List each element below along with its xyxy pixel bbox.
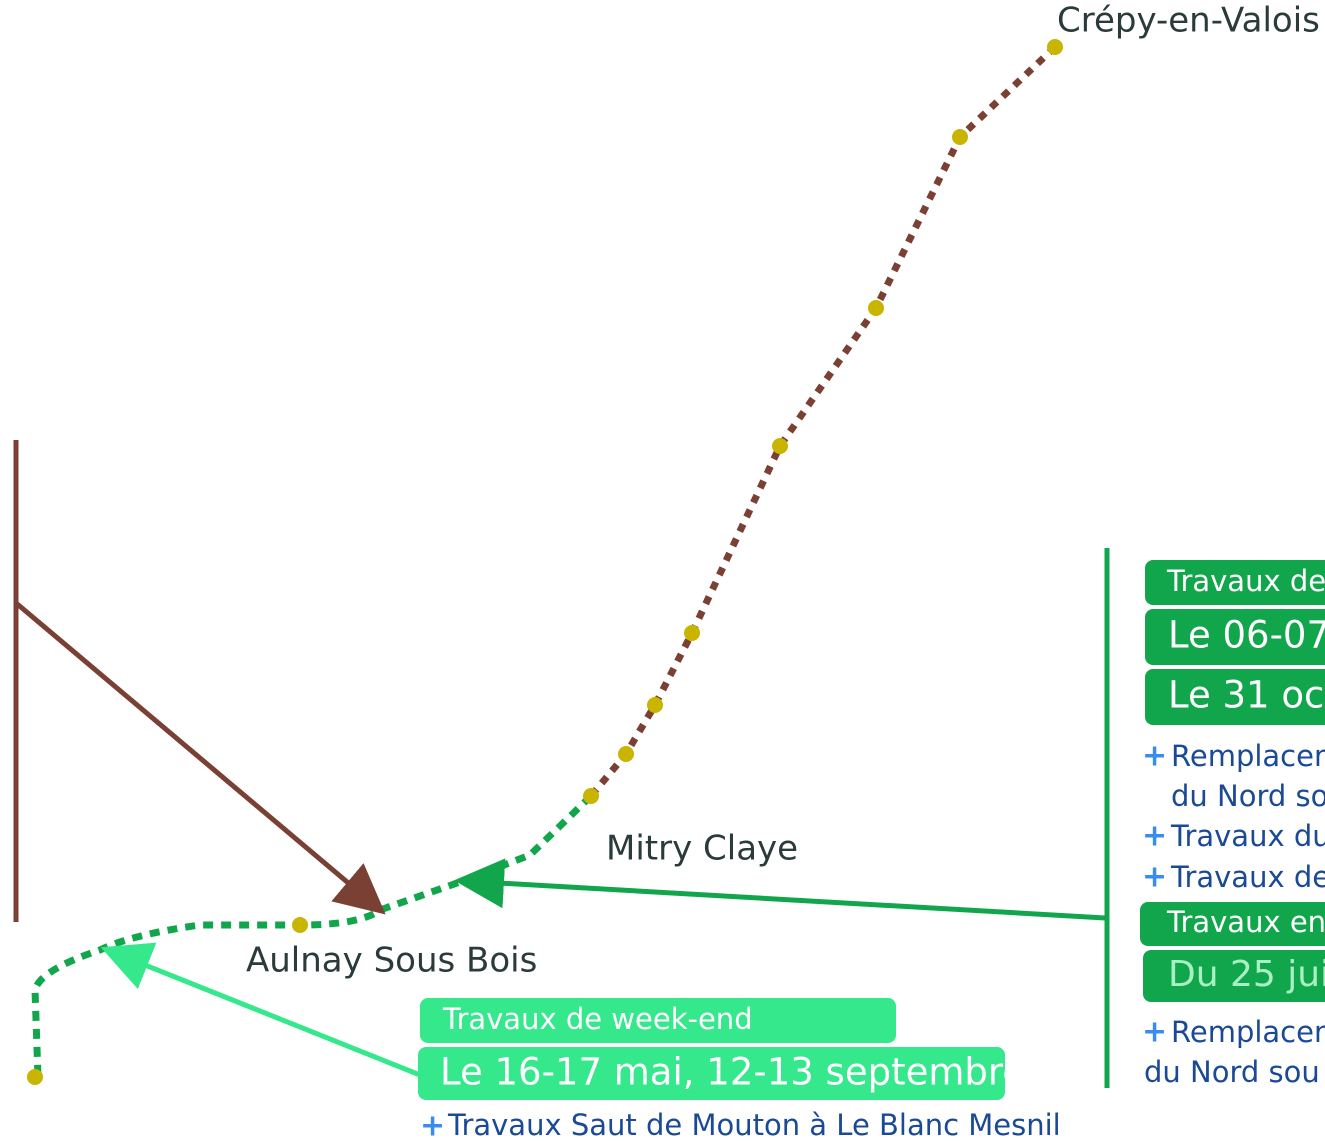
item: Remplacem xyxy=(1171,739,1325,773)
box xyxy=(1145,669,1325,725)
item: du Nord sou xyxy=(1144,1055,1320,1089)
brown-line xyxy=(588,44,1058,799)
plus-icon: + xyxy=(1142,1015,1167,1050)
station-label: Crépy-en-Valois xyxy=(1057,1,1320,41)
item: du Nord so xyxy=(1171,779,1325,813)
item: Remplacem xyxy=(1171,1015,1325,1049)
station-label: Aulnay Sous Bois xyxy=(246,941,537,981)
item: Travaux de xyxy=(1170,860,1325,894)
box xyxy=(1145,609,1325,665)
plus-icon: + xyxy=(420,1109,445,1141)
arrow xyxy=(454,858,1106,921)
stations xyxy=(27,39,1063,1085)
plus-icon: + xyxy=(1142,860,1167,895)
box-dates: Le 06-07 xyxy=(1168,614,1325,657)
box xyxy=(418,1047,1005,1100)
plus-icon: + xyxy=(1142,739,1167,774)
box-title: Travaux de xyxy=(1166,564,1325,598)
plus-icon: + xyxy=(1142,819,1167,854)
box-title: Travaux de week-end xyxy=(442,1002,753,1036)
item: Travaux du xyxy=(1170,819,1325,853)
box xyxy=(1145,560,1325,605)
box xyxy=(1143,950,1325,1002)
box-dates: Le 31 oct xyxy=(1168,674,1325,717)
box xyxy=(1140,902,1325,946)
green-line xyxy=(31,793,594,1078)
box xyxy=(420,998,896,1043)
arrow xyxy=(14,601,386,915)
box-title: Travaux en xyxy=(1166,905,1325,939)
item: Travaux Saut de Mouton à Le Blanc Mesnil xyxy=(447,1108,1061,1141)
arrow xyxy=(100,942,421,1078)
box-dates: Du 25 juil xyxy=(1168,954,1325,995)
station-label: Mitry Claye xyxy=(606,829,798,869)
box-dates: Le 16-17 mai, 12-13 septembre xyxy=(440,1051,1025,1094)
